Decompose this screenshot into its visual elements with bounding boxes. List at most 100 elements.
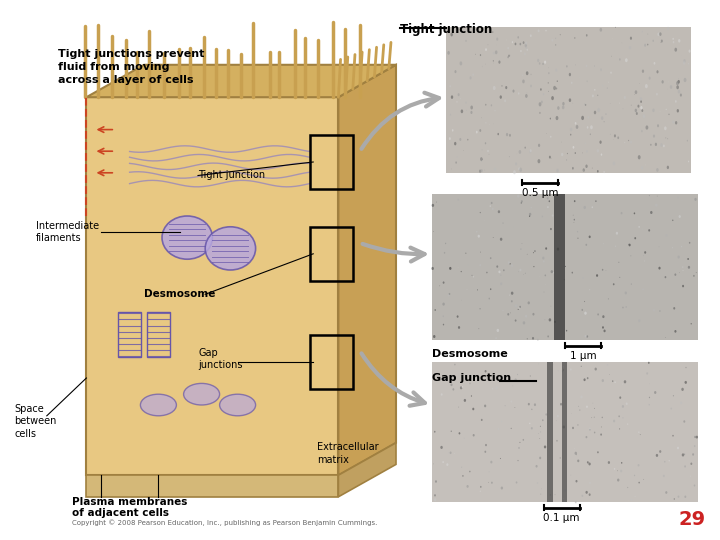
Ellipse shape xyxy=(490,288,492,290)
Ellipse shape xyxy=(532,313,534,315)
Ellipse shape xyxy=(561,153,563,156)
Ellipse shape xyxy=(688,258,689,260)
Ellipse shape xyxy=(675,121,678,125)
Ellipse shape xyxy=(473,276,474,278)
Ellipse shape xyxy=(569,98,571,102)
Ellipse shape xyxy=(509,134,511,137)
Ellipse shape xyxy=(690,463,693,465)
Ellipse shape xyxy=(555,44,557,46)
Ellipse shape xyxy=(585,165,588,168)
Ellipse shape xyxy=(544,319,546,320)
Ellipse shape xyxy=(642,31,643,32)
Ellipse shape xyxy=(432,204,434,207)
Ellipse shape xyxy=(644,251,647,254)
Ellipse shape xyxy=(549,200,550,202)
Ellipse shape xyxy=(628,140,629,141)
Ellipse shape xyxy=(557,106,559,110)
Ellipse shape xyxy=(480,490,481,492)
Ellipse shape xyxy=(549,318,552,321)
Ellipse shape xyxy=(666,109,667,110)
Ellipse shape xyxy=(583,206,586,209)
Ellipse shape xyxy=(600,434,602,436)
Ellipse shape xyxy=(685,367,687,368)
Ellipse shape xyxy=(563,369,564,370)
Ellipse shape xyxy=(537,339,539,341)
Ellipse shape xyxy=(667,27,669,30)
Ellipse shape xyxy=(692,453,694,456)
Ellipse shape xyxy=(526,71,528,75)
Ellipse shape xyxy=(590,125,593,129)
Ellipse shape xyxy=(625,58,628,62)
Ellipse shape xyxy=(581,116,584,120)
Ellipse shape xyxy=(528,301,530,305)
Ellipse shape xyxy=(542,256,544,260)
Ellipse shape xyxy=(602,315,605,318)
Ellipse shape xyxy=(637,105,639,107)
Ellipse shape xyxy=(434,309,436,311)
Ellipse shape xyxy=(457,157,458,158)
Ellipse shape xyxy=(597,451,599,453)
Ellipse shape xyxy=(669,460,670,462)
Ellipse shape xyxy=(648,362,649,364)
Ellipse shape xyxy=(465,102,467,104)
Ellipse shape xyxy=(594,65,595,67)
Ellipse shape xyxy=(528,403,530,406)
Ellipse shape xyxy=(667,166,669,169)
Text: Tight junction: Tight junction xyxy=(198,171,265,180)
Ellipse shape xyxy=(563,498,564,499)
Ellipse shape xyxy=(646,125,648,130)
Ellipse shape xyxy=(525,273,526,274)
Ellipse shape xyxy=(513,90,515,93)
Ellipse shape xyxy=(494,167,496,171)
Ellipse shape xyxy=(454,453,455,454)
Ellipse shape xyxy=(521,200,523,202)
Ellipse shape xyxy=(523,439,524,441)
Ellipse shape xyxy=(678,90,680,93)
Ellipse shape xyxy=(585,335,587,338)
Ellipse shape xyxy=(500,274,501,276)
Ellipse shape xyxy=(586,34,588,37)
Ellipse shape xyxy=(615,27,616,28)
Ellipse shape xyxy=(485,122,487,124)
Ellipse shape xyxy=(694,445,696,447)
Ellipse shape xyxy=(634,237,636,239)
Ellipse shape xyxy=(509,294,510,296)
Ellipse shape xyxy=(654,391,657,394)
Ellipse shape xyxy=(452,388,454,390)
Ellipse shape xyxy=(677,109,679,112)
Ellipse shape xyxy=(458,407,459,408)
Ellipse shape xyxy=(433,335,436,338)
Ellipse shape xyxy=(492,208,494,210)
Ellipse shape xyxy=(469,383,471,384)
Ellipse shape xyxy=(539,62,541,65)
Ellipse shape xyxy=(508,55,510,57)
Ellipse shape xyxy=(556,116,559,120)
Ellipse shape xyxy=(544,60,546,64)
Ellipse shape xyxy=(544,446,546,448)
Ellipse shape xyxy=(680,93,682,97)
Ellipse shape xyxy=(575,152,576,154)
Ellipse shape xyxy=(613,420,615,422)
Ellipse shape xyxy=(687,140,688,141)
Ellipse shape xyxy=(621,462,622,464)
Ellipse shape xyxy=(575,64,576,65)
Ellipse shape xyxy=(621,212,623,214)
Ellipse shape xyxy=(597,149,599,152)
Ellipse shape xyxy=(559,457,561,458)
Ellipse shape xyxy=(500,282,503,285)
Ellipse shape xyxy=(480,264,481,266)
Ellipse shape xyxy=(509,156,510,157)
Ellipse shape xyxy=(675,48,677,52)
Ellipse shape xyxy=(446,463,449,466)
Text: 29: 29 xyxy=(678,510,706,529)
Ellipse shape xyxy=(557,168,559,172)
Ellipse shape xyxy=(670,85,672,89)
Ellipse shape xyxy=(536,482,538,484)
Ellipse shape xyxy=(457,199,459,201)
Ellipse shape xyxy=(645,84,648,88)
Ellipse shape xyxy=(656,168,659,172)
Ellipse shape xyxy=(572,103,573,104)
Ellipse shape xyxy=(471,395,472,397)
Ellipse shape xyxy=(657,32,660,36)
Ellipse shape xyxy=(541,100,543,103)
